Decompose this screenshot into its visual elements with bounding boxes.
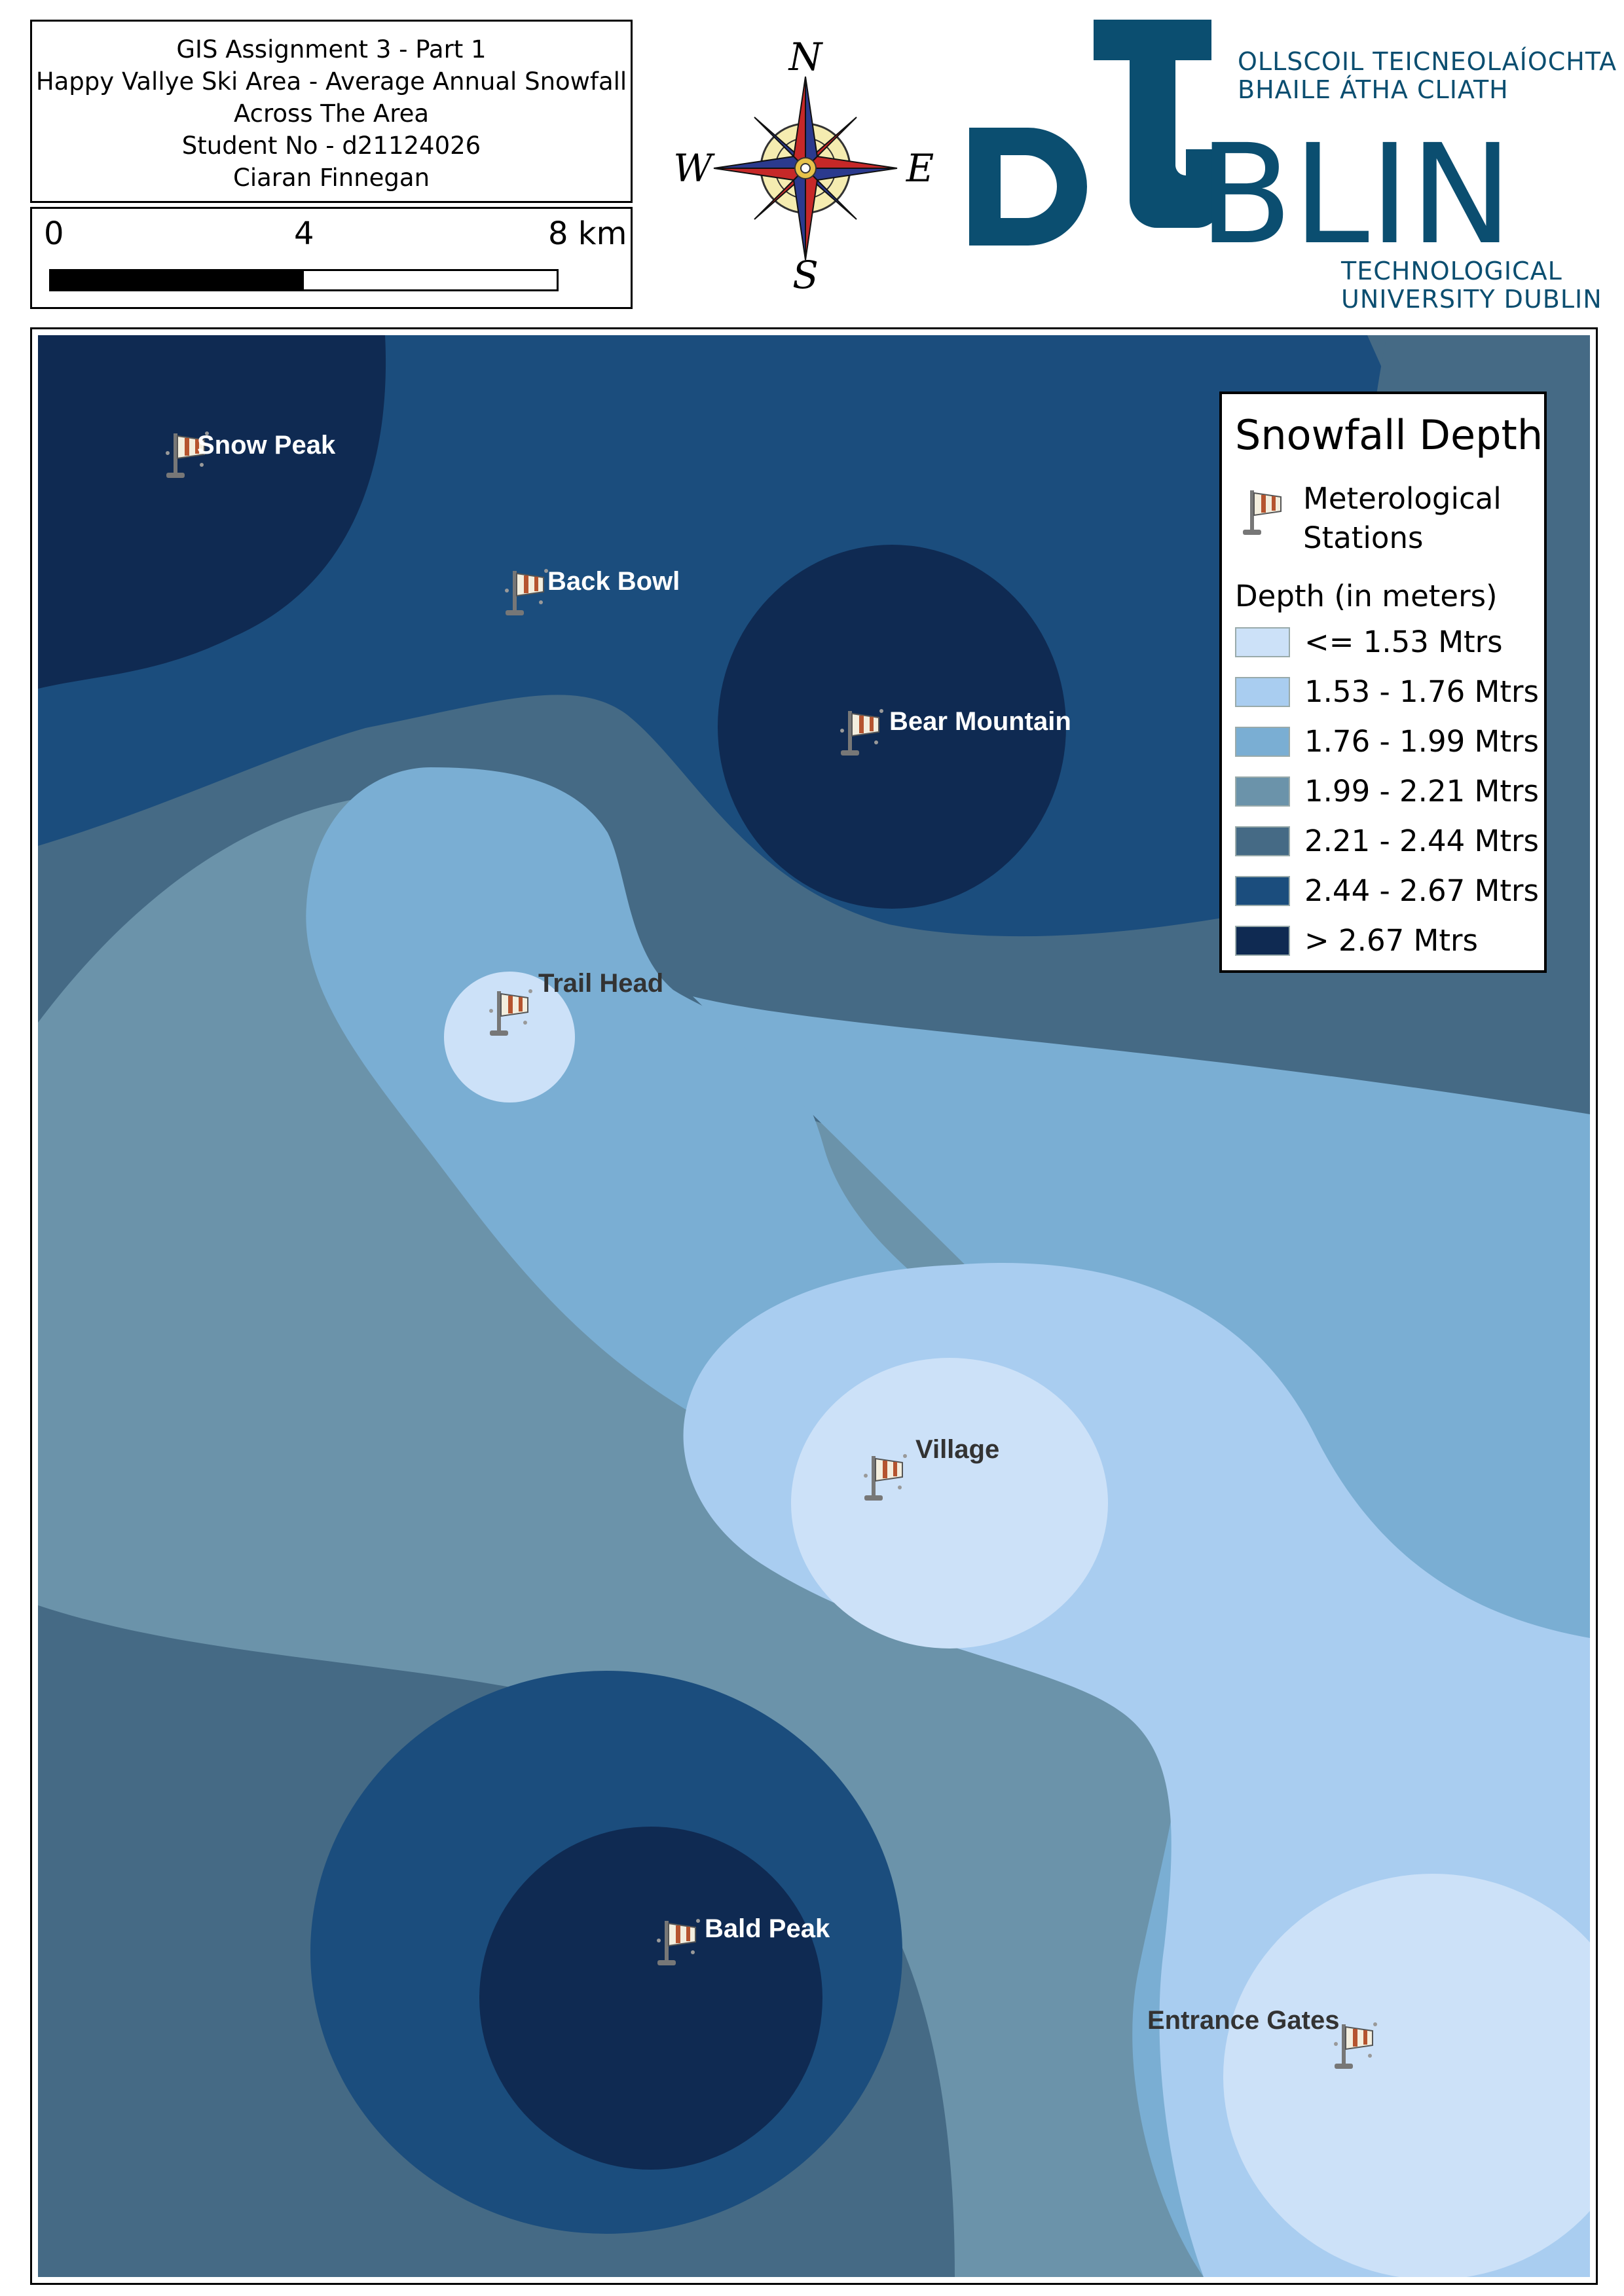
legend-subtitle: Depth (in meters) (1235, 579, 1498, 613)
legend-row-label: <= 1.53 Mtrs (1304, 625, 1503, 659)
legend-title: Snowfall Depth (1235, 411, 1543, 459)
compass-rose-icon: N S W E (673, 36, 934, 297)
station-label-bald-peak: Bald Peak (705, 1914, 830, 1943)
legend-swatch (1235, 776, 1290, 807)
station-label-entrance-gates: Entrance Gates (1147, 2006, 1340, 2035)
legend-row-label: 1.53 - 1.76 Mtrs (1304, 674, 1539, 709)
class-le-1-53-fill-trail-head (444, 972, 575, 1102)
legend-station-label: Meterological Stations (1303, 479, 1502, 558)
map-legend: Snowfall Depth Meterological Stations De… (1219, 392, 1547, 973)
legend-station-label-line-2: Stations (1303, 520, 1424, 555)
station-label-trail-head: Trail Head (538, 969, 664, 998)
scale-label-0: 0 (44, 215, 64, 252)
legend-row-label: 1.76 - 1.99 Mtrs (1304, 724, 1539, 759)
legend-row-label: 2.21 - 2.44 Mtrs (1304, 824, 1539, 858)
station-label-bear-mountain: Bear Mountain (889, 707, 1071, 736)
snowfall-map[interactable] (38, 335, 1590, 2277)
logo-wordmark: BLIN (1198, 115, 1513, 275)
legend-swatch (1235, 876, 1290, 906)
legend-station-label-line-1: Meterological (1303, 481, 1502, 516)
station-label-village: Village (915, 1435, 1000, 1464)
legend-swatch (1235, 677, 1290, 707)
legend-row-label: > 2.67 Mtrs (1304, 923, 1478, 958)
scale-bar-black-segment (49, 269, 303, 291)
class-le-1-53-fill-village (791, 1358, 1108, 1649)
compass-north-label: N (788, 36, 824, 79)
title-line-4: Student No - d21124026 (181, 132, 481, 160)
compass-south-label: S (792, 253, 819, 297)
station-label-snow-peak: Snow Peak (197, 431, 336, 460)
scale-bar-white-segment (302, 269, 559, 291)
title-line-5: Ciaran Finnegan (232, 164, 430, 192)
title-line-1: GIS Assignment 3 - Part 1 (176, 35, 487, 64)
legend-row-label: 2.44 - 2.67 Mtrs (1304, 873, 1539, 908)
compass-east-label: E (906, 146, 934, 191)
logo-english-line-1: TECHNOLOGICAL (1341, 257, 1562, 285)
legend-row-label: 1.99 - 2.21 Mtrs (1304, 774, 1539, 809)
title-line-2: Happy Vallye Ski Area - Average Annual S… (35, 67, 627, 96)
station-label-back-bowl: Back Bowl (547, 567, 680, 596)
scale-label-8: 8 km (548, 215, 627, 252)
map-frame (30, 327, 1598, 2285)
scale-bar: 0 4 8 km (30, 207, 633, 309)
class-gt-2-67-fill-bald-peak (479, 1827, 822, 2170)
legend-swatch (1235, 727, 1290, 757)
logo-irish-line-2: BHAILE ÁTHA CLIATH (1238, 75, 1509, 104)
legend-swatch (1235, 926, 1290, 956)
tu-dublin-logo: BLIN (969, 20, 1513, 275)
map-title-block: GIS Assignment 3 - Part 1 Happy Vallye S… (30, 20, 633, 203)
weather-station-windsock-icon (1243, 490, 1282, 535)
logo-english-line-2: UNIVERSITY DUBLIN (1341, 285, 1602, 314)
title-line-3: Across The Area (233, 100, 430, 128)
compass-west-label: W (673, 146, 715, 191)
class-gt-2-67-fill-bear-mountain (718, 545, 1066, 909)
scale-label-4: 4 (294, 215, 314, 252)
class-gt-2-67-fill-snow-peak (38, 335, 386, 689)
logo-irish-line-1: OLLSCOIL TEICNEOLAÍOCHTA (1238, 47, 1617, 76)
legend-swatch (1235, 627, 1290, 657)
class-le-1-53-fill-entrance-gates (1223, 1874, 1590, 2277)
legend-swatch (1235, 826, 1290, 856)
